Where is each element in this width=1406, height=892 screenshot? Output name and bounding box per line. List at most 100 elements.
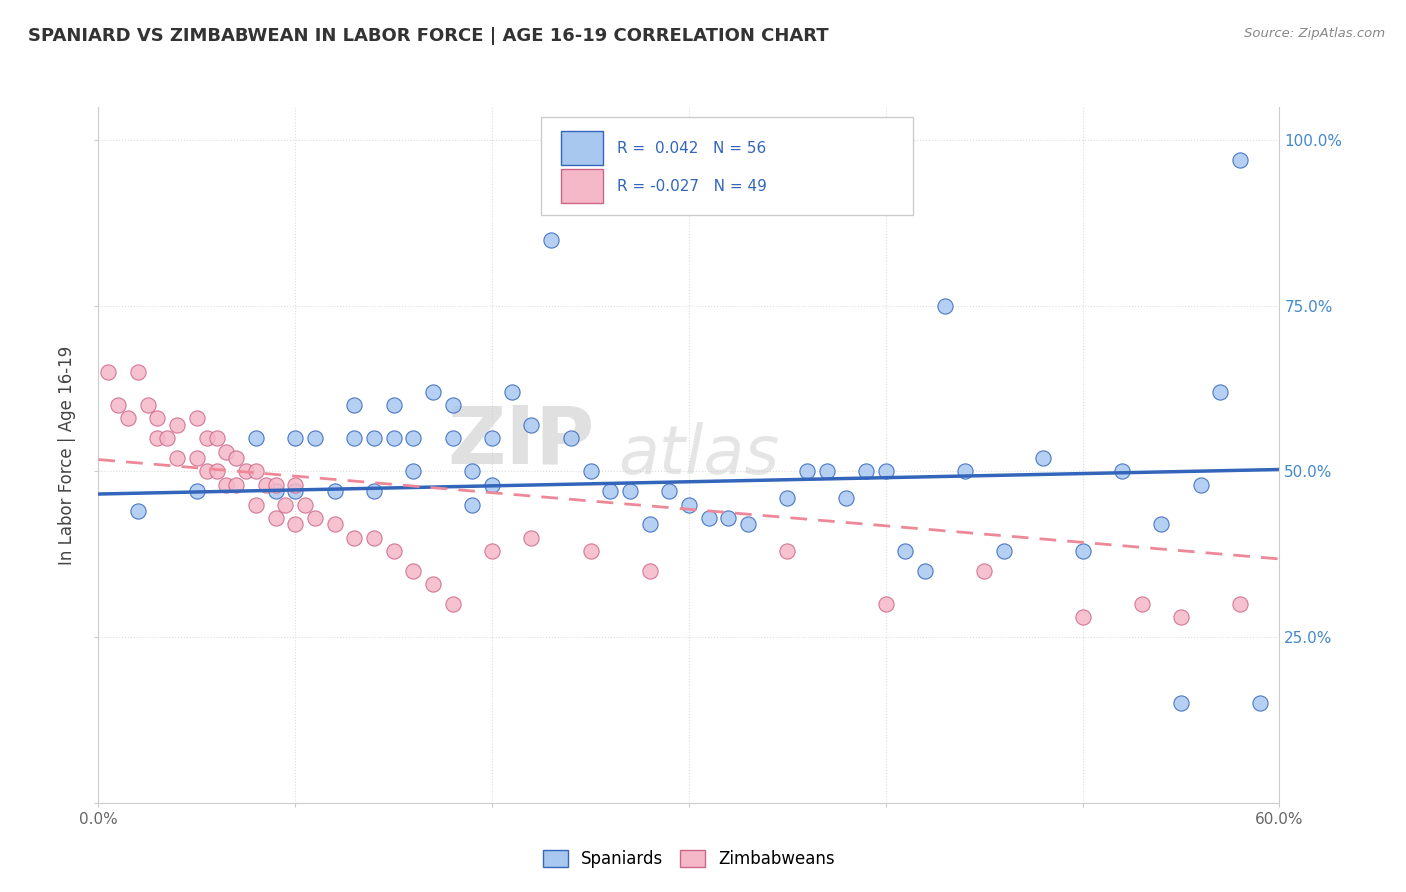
Point bbox=[382, 398, 405, 412]
Point bbox=[1209, 384, 1232, 399]
Point bbox=[1229, 153, 1251, 167]
Point bbox=[1130, 597, 1153, 611]
Point bbox=[520, 418, 543, 433]
Point bbox=[186, 411, 208, 425]
Point bbox=[343, 398, 366, 412]
Point bbox=[619, 484, 641, 499]
Point bbox=[973, 564, 995, 578]
Point bbox=[363, 431, 385, 445]
Point bbox=[815, 465, 838, 479]
Point bbox=[1071, 544, 1094, 558]
Point bbox=[264, 511, 287, 525]
Point bbox=[441, 431, 464, 445]
Point bbox=[127, 504, 149, 518]
Point bbox=[294, 498, 316, 512]
Point bbox=[1229, 597, 1251, 611]
Point bbox=[441, 398, 464, 412]
Point bbox=[382, 544, 405, 558]
Point bbox=[245, 465, 267, 479]
Text: SPANIARD VS ZIMBABWEAN IN LABOR FORCE | AGE 16-19 CORRELATION CHART: SPANIARD VS ZIMBABWEAN IN LABOR FORCE | … bbox=[28, 27, 828, 45]
Point bbox=[993, 544, 1015, 558]
Point bbox=[402, 431, 425, 445]
Point bbox=[1189, 477, 1212, 491]
Point bbox=[186, 451, 208, 466]
Point bbox=[166, 418, 188, 433]
Text: R = -0.027   N = 49: R = -0.027 N = 49 bbox=[617, 178, 766, 194]
Point bbox=[127, 365, 149, 379]
Point bbox=[461, 465, 484, 479]
Point bbox=[323, 517, 346, 532]
Point bbox=[717, 511, 740, 525]
Point bbox=[225, 477, 247, 491]
Point bbox=[304, 511, 326, 525]
Point bbox=[402, 564, 425, 578]
Bar bbox=[561, 131, 603, 165]
Point bbox=[776, 491, 799, 505]
Point bbox=[914, 564, 936, 578]
Point bbox=[402, 465, 425, 479]
Point bbox=[284, 431, 307, 445]
Point bbox=[1032, 451, 1054, 466]
Point bbox=[284, 477, 307, 491]
Point bbox=[136, 398, 159, 412]
Point bbox=[776, 544, 799, 558]
Text: Source: ZipAtlas.com: Source: ZipAtlas.com bbox=[1244, 27, 1385, 40]
Point bbox=[225, 451, 247, 466]
Point bbox=[146, 431, 169, 445]
Point bbox=[579, 465, 602, 479]
Point bbox=[284, 484, 307, 499]
Point bbox=[363, 531, 385, 545]
Point bbox=[343, 531, 366, 545]
Point bbox=[186, 484, 208, 499]
Point bbox=[638, 517, 661, 532]
Y-axis label: In Labor Force | Age 16-19: In Labor Force | Age 16-19 bbox=[58, 345, 76, 565]
Point bbox=[97, 365, 120, 379]
Point bbox=[599, 484, 621, 499]
Point bbox=[215, 444, 238, 458]
Point bbox=[481, 544, 503, 558]
Point bbox=[855, 465, 877, 479]
Point bbox=[166, 451, 188, 466]
Point bbox=[697, 511, 720, 525]
Point bbox=[382, 431, 405, 445]
Point bbox=[205, 431, 228, 445]
Point bbox=[205, 465, 228, 479]
Point bbox=[156, 431, 179, 445]
Point bbox=[540, 233, 562, 247]
Point bbox=[195, 465, 218, 479]
Point bbox=[796, 465, 818, 479]
Point bbox=[560, 431, 582, 445]
Point bbox=[1249, 697, 1271, 711]
Legend: Spaniards, Zimbabweans: Spaniards, Zimbabweans bbox=[536, 843, 842, 874]
Point bbox=[461, 498, 484, 512]
Point bbox=[422, 384, 444, 399]
Point bbox=[264, 484, 287, 499]
Point bbox=[953, 465, 976, 479]
Point bbox=[254, 477, 277, 491]
Point bbox=[1170, 697, 1192, 711]
Text: R =  0.042   N = 56: R = 0.042 N = 56 bbox=[617, 141, 766, 155]
Point bbox=[441, 597, 464, 611]
Point bbox=[146, 411, 169, 425]
Point bbox=[235, 465, 257, 479]
Point bbox=[1150, 517, 1173, 532]
Point bbox=[737, 517, 759, 532]
Point bbox=[658, 484, 681, 499]
Point bbox=[363, 484, 385, 499]
FancyBboxPatch shape bbox=[541, 118, 914, 215]
Point bbox=[284, 517, 307, 532]
Point bbox=[245, 431, 267, 445]
Point bbox=[195, 431, 218, 445]
Bar bbox=[561, 169, 603, 202]
Point bbox=[481, 431, 503, 445]
Point bbox=[934, 299, 956, 313]
Point bbox=[894, 544, 917, 558]
Point bbox=[215, 477, 238, 491]
Text: ZIP: ZIP bbox=[447, 402, 595, 480]
Text: atlas: atlas bbox=[619, 422, 779, 488]
Point bbox=[520, 531, 543, 545]
Point bbox=[875, 597, 897, 611]
Point bbox=[835, 491, 858, 505]
Point bbox=[304, 431, 326, 445]
Point bbox=[1170, 610, 1192, 624]
